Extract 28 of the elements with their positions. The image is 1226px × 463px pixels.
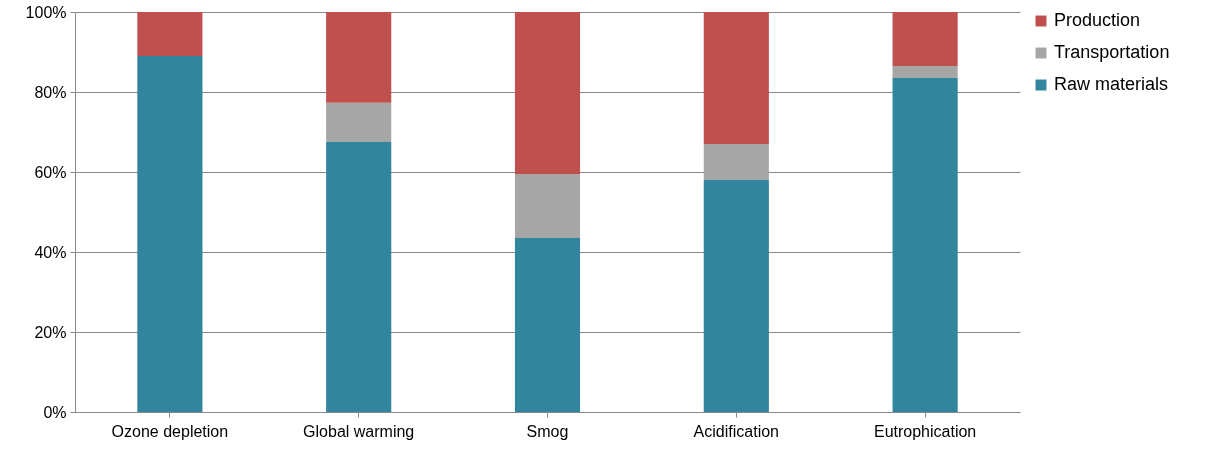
bar xyxy=(892,78,958,412)
bar xyxy=(703,180,769,412)
bar xyxy=(892,12,958,66)
y-tick-label: 20% xyxy=(34,323,67,341)
bar xyxy=(514,238,581,412)
bar xyxy=(703,12,769,144)
legend-label: Transportation xyxy=(1054,42,1170,62)
y-tick-label: 60% xyxy=(34,163,67,181)
bar xyxy=(703,144,769,180)
y-tick-label: 80% xyxy=(34,83,67,101)
y-tick-label: 0% xyxy=(43,403,67,421)
x-tick-label: Acidification xyxy=(693,422,779,440)
bar xyxy=(514,12,581,174)
legend-label: Raw materials xyxy=(1054,74,1169,94)
bar xyxy=(326,102,392,142)
x-tick-label: Ozone depletion xyxy=(111,422,229,440)
x-tick-label: Global warming xyxy=(303,422,415,440)
legend-label: Production xyxy=(1054,10,1141,30)
bar xyxy=(137,12,203,56)
x-tick-label: Smog xyxy=(526,422,569,440)
y-tick-label: 100% xyxy=(25,3,67,21)
bar xyxy=(514,174,581,238)
x-tick-label: Eutrophication xyxy=(873,422,977,440)
bar xyxy=(326,142,392,412)
y-tick-label: 40% xyxy=(34,243,67,261)
bar xyxy=(892,66,958,78)
bar xyxy=(326,12,392,103)
bar xyxy=(137,56,203,412)
